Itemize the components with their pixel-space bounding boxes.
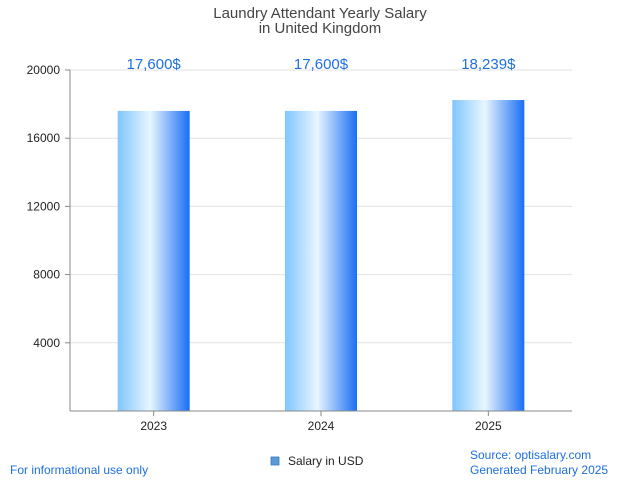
- y-tick-label: 8000: [33, 268, 60, 282]
- data-label-2025: 18,239$: [461, 56, 516, 73]
- legend: Salary in USD: [270, 454, 364, 468]
- bar-2025: [452, 100, 525, 411]
- y-tick-label: 16000: [27, 131, 61, 145]
- y-tick-label: 20000: [27, 63, 61, 77]
- y-axis-ticks: 4000 8000 12000 16000 20000: [27, 63, 70, 350]
- data-label-2023: 17,600$: [127, 56, 182, 73]
- footer-generated: Generated February 2025: [470, 463, 608, 477]
- x-tick-label-2024: 2024: [308, 419, 335, 433]
- bar-2024: [285, 110, 357, 412]
- legend-label: Salary in USD: [288, 454, 364, 468]
- y-tick-label: 12000: [27, 199, 61, 213]
- x-tick-label-2025: 2025: [475, 419, 502, 433]
- x-tick-label-2023: 2023: [140, 419, 167, 433]
- chart-title-line-1: Laundry Attendant Yearly Salary: [213, 5, 427, 22]
- data-label-2024: 17,600$: [294, 56, 349, 73]
- y-tick-label: 4000: [33, 336, 60, 350]
- x-axis-ticks: 2023 2024 2025: [140, 411, 502, 433]
- legend-swatch: [270, 456, 280, 466]
- bars: [117, 100, 525, 412]
- footer-disclaimer: For informational use only: [10, 463, 148, 477]
- footer-source: Source: optisalary.com: [470, 448, 591, 462]
- bar-2023: [117, 110, 190, 412]
- chart-title-line-2: in United Kingdom: [259, 20, 382, 37]
- data-labels: 17,600$ 17,600$ 18,239$: [127, 56, 517, 73]
